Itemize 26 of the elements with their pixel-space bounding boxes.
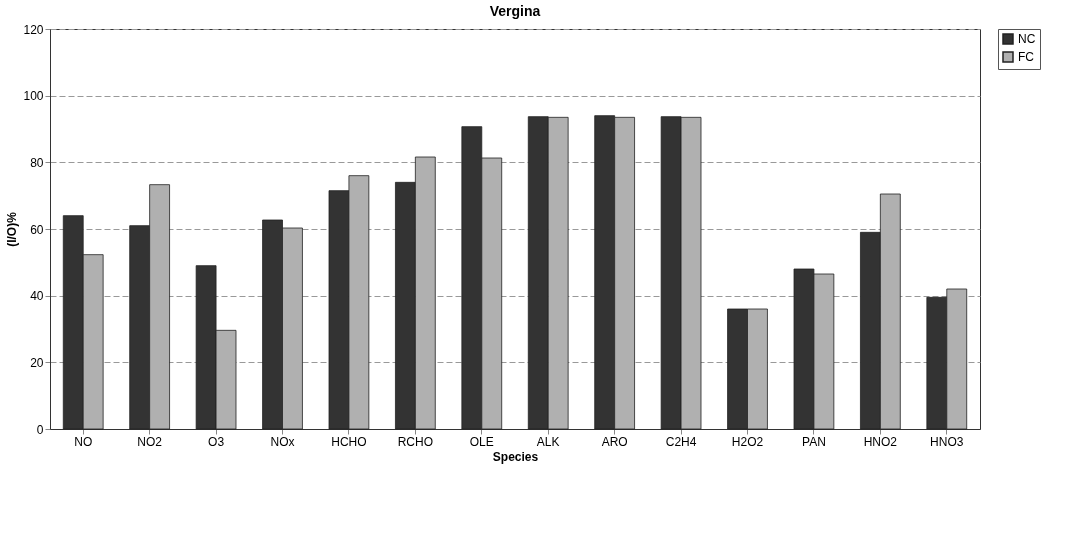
y-tick-label: 100	[23, 89, 44, 104]
x-tick-label: NOx	[270, 434, 295, 449]
x-tick-label: RCHO	[397, 434, 434, 449]
y-tick-label: 120	[23, 22, 44, 37]
x-tick-label: HNO2	[863, 434, 898, 449]
y-tick-label: 40	[30, 289, 44, 304]
y-tick-label: 20	[30, 355, 44, 370]
x-axis-title: Species	[492, 449, 539, 464]
x-tick-label: ALK	[536, 434, 560, 449]
chart-title: Vergina	[489, 3, 541, 19]
x-tick-label: HCHO	[331, 434, 367, 449]
y-tick-label: 0	[36, 422, 44, 437]
legend-label: NC	[1018, 32, 1036, 46]
x-tick-label: HNO3	[930, 434, 964, 449]
x-tick-label: C2H4	[665, 434, 697, 449]
x-tick-label: NO2	[137, 434, 163, 449]
x-tick-label: PAN	[802, 434, 826, 449]
y-tick-label: 60	[30, 222, 44, 237]
x-tick-label: H2O2	[731, 434, 764, 449]
legend-label: FC	[1018, 50, 1035, 64]
x-tick-label: ARO	[601, 434, 628, 449]
x-tick-label: OLE	[469, 434, 494, 449]
x-tick-label: NO	[74, 434, 93, 449]
x-tick-label: O3	[208, 434, 225, 449]
y-axis-title: (I/O)%	[5, 211, 20, 247]
y-tick-label: 80	[30, 155, 44, 170]
